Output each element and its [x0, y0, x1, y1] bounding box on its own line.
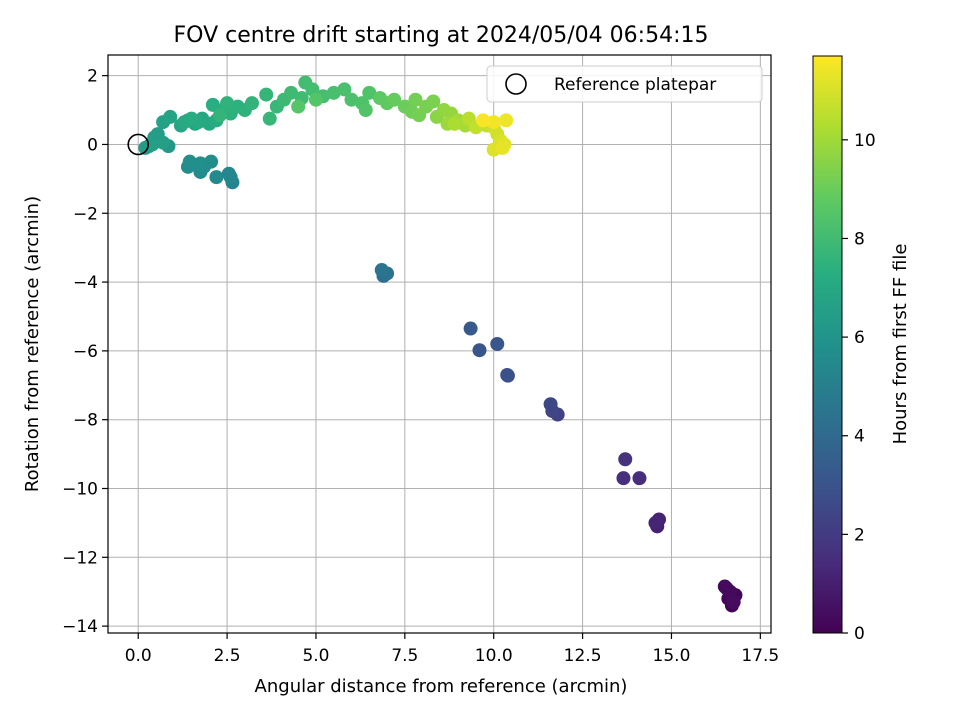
- data-point: [244, 96, 259, 111]
- colorbar-tick-label: 8: [854, 229, 865, 249]
- data-point: [447, 116, 462, 131]
- data-point: [204, 154, 219, 169]
- data-point: [374, 263, 389, 278]
- legend-label: Reference platepar: [554, 75, 716, 95]
- data-point: [156, 135, 171, 150]
- x-axis-ticks: 0.0 2.5 5.0 7.5 10.0 12.5 15.0 17.5: [125, 633, 779, 666]
- data-point: [387, 92, 402, 107]
- y-tick-label: −8: [73, 411, 98, 431]
- colorbar-label: Hours from first FF file: [890, 244, 911, 445]
- data-point: [221, 166, 236, 181]
- reference-marker: [127, 133, 150, 156]
- reference-platepar-point: [127, 133, 150, 156]
- x-tick-label: 5.0: [302, 646, 329, 666]
- data-point: [326, 85, 341, 100]
- x-tick-label: 2.5: [214, 646, 241, 666]
- data-point: [476, 113, 491, 128]
- y-tick-label: 0: [87, 135, 98, 155]
- data-point: [145, 137, 160, 152]
- colorbar-tick-label: 2: [854, 525, 865, 545]
- colorbar-tick-label: 0: [854, 624, 865, 644]
- x-tick-label: 15.0: [653, 646, 691, 666]
- grid: [108, 55, 771, 633]
- data-point: [163, 109, 178, 124]
- data-point: [262, 111, 277, 126]
- data-point: [308, 92, 323, 107]
- data-point: [212, 108, 227, 123]
- x-axis-label: Angular distance from reference (arcmin): [255, 676, 628, 697]
- x-tick-label: 7.5: [391, 646, 418, 666]
- data-point: [362, 85, 377, 100]
- data-point: [495, 140, 510, 155]
- x-tick-label: 12.5: [564, 646, 602, 666]
- data-point: [490, 337, 505, 351]
- data-point: [632, 471, 647, 486]
- data-point: [648, 515, 663, 530]
- data-point: [463, 321, 478, 336]
- colorbar-tick-label: 10: [854, 131, 876, 151]
- y-tick-label: −2: [73, 204, 98, 224]
- y-tick-label: −14: [62, 617, 98, 637]
- legend: Reference platepar: [486, 65, 763, 103]
- colorbar-tick-label: 4: [854, 427, 865, 447]
- data-point: [500, 367, 515, 382]
- data-point: [291, 99, 306, 114]
- x-tick-label: 10.0: [475, 646, 513, 666]
- data-point: [726, 595, 741, 610]
- data-point: [209, 170, 224, 185]
- data-point: [717, 579, 732, 594]
- colorbar-tick-label: 6: [854, 328, 865, 348]
- data-point: [543, 397, 558, 412]
- data-point: [616, 471, 631, 486]
- data-point: [205, 97, 220, 112]
- data-point: [284, 85, 299, 100]
- x-tick-label: 0.0: [125, 646, 152, 666]
- y-tick-label: −12: [62, 548, 98, 568]
- data-point: [344, 92, 359, 107]
- data-point: [193, 156, 208, 171]
- y-tick-label: −4: [73, 273, 98, 293]
- y-tick-label: 2: [87, 67, 98, 87]
- data-point: [408, 92, 423, 107]
- colorbar: [812, 55, 843, 634]
- legend-box: [486, 65, 763, 103]
- data-point: [499, 113, 514, 128]
- y-tick-label: −6: [73, 342, 98, 362]
- data-point: [472, 343, 487, 358]
- x-tick-label: 17.5: [741, 646, 779, 666]
- data-point: [259, 87, 274, 102]
- colorbar-ticks: 0 2 4 6 8 10: [842, 131, 876, 644]
- data-point: [426, 94, 441, 109]
- plot-frame: [107, 54, 772, 634]
- data-points: [138, 75, 743, 613]
- chart-title: FOV centre drift starting at 2024/05/04 …: [174, 23, 709, 48]
- data-point: [618, 452, 633, 467]
- data-point: [486, 115, 501, 130]
- data-point: [182, 154, 197, 169]
- data-point: [358, 103, 373, 118]
- legend-reference-marker-icon: [505, 73, 527, 95]
- data-point: [184, 111, 199, 126]
- y-tick-label: −10: [62, 480, 98, 500]
- data-point: [220, 96, 235, 111]
- data-point: [337, 82, 352, 97]
- y-axis-ticks: 2 0 −2 −4 −6 −8 −10 −12 −14: [62, 67, 108, 637]
- y-axis-label: Rotation from reference (arcmin): [22, 196, 43, 492]
